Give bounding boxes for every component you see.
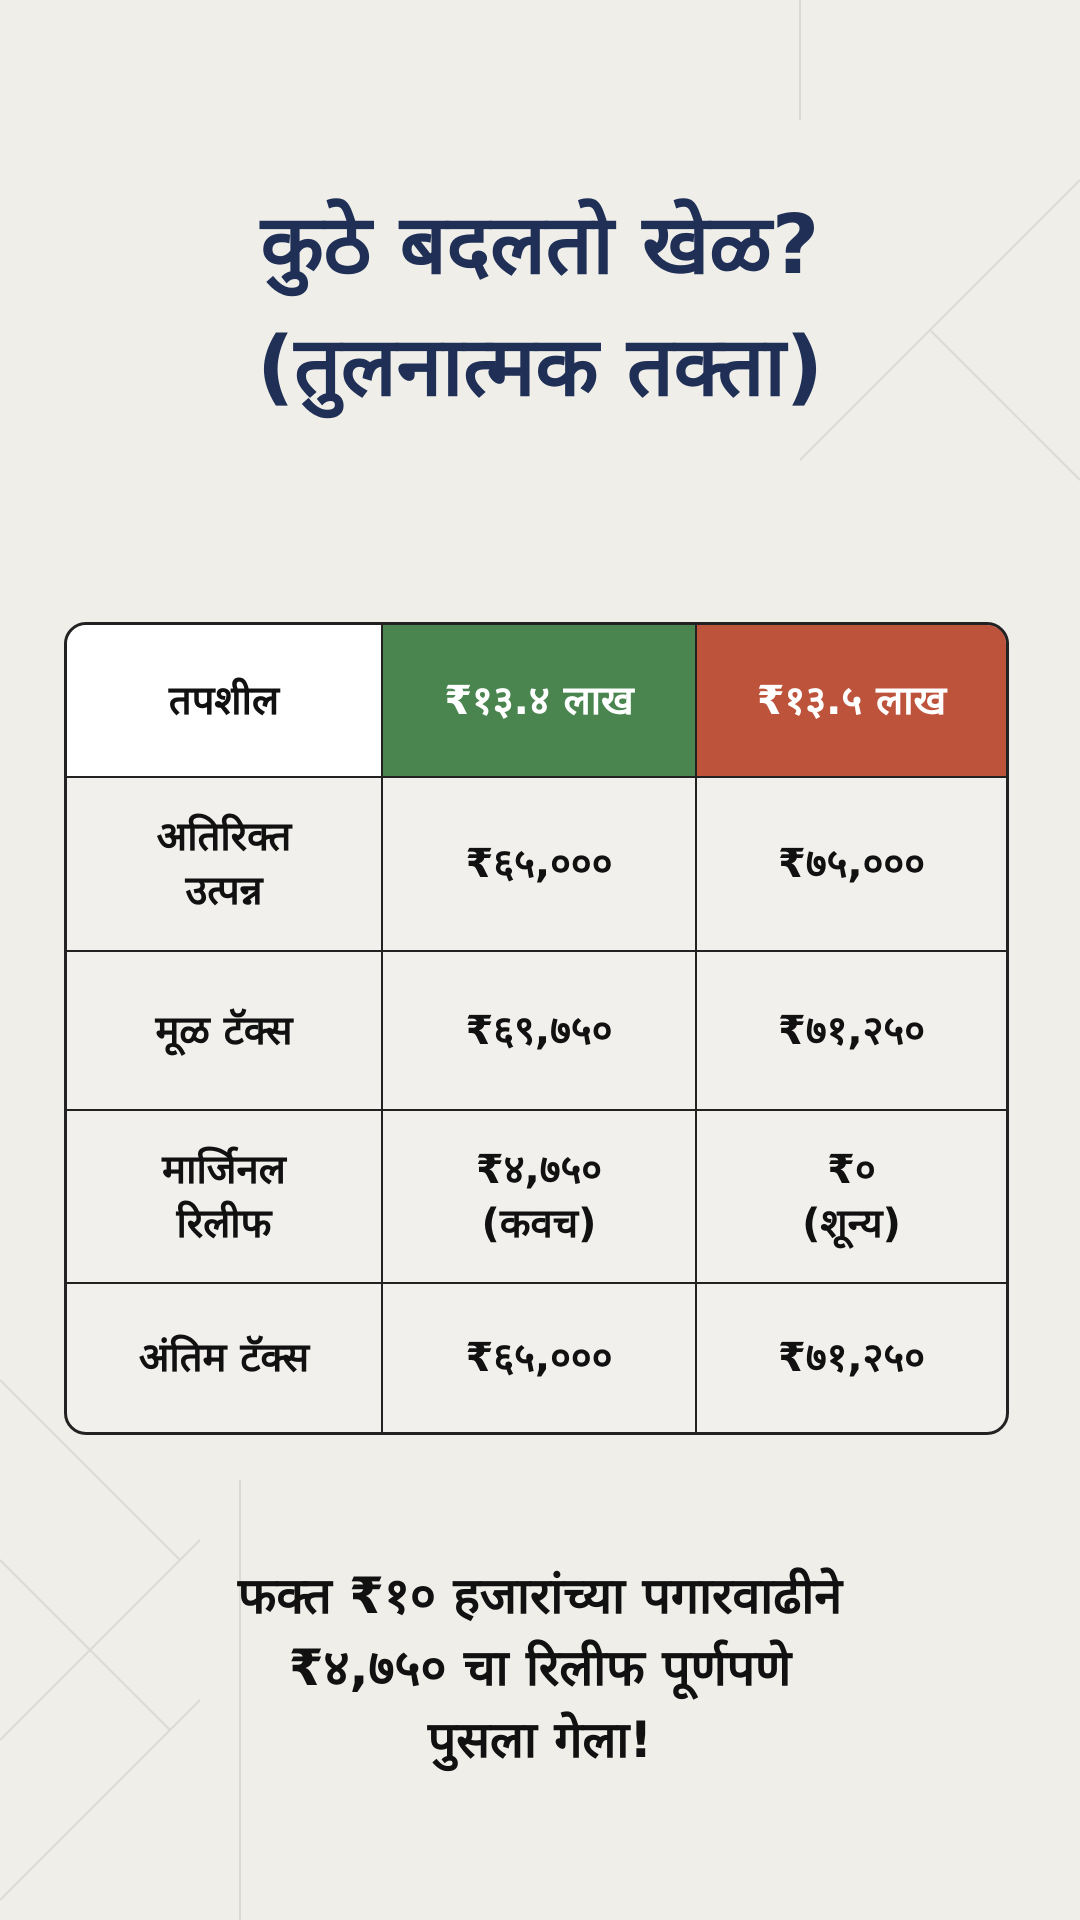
header-13-4-lakh: ₹१३.४ लाख	[383, 625, 697, 778]
value: ₹७१,२५०	[777, 1007, 926, 1054]
cell-final-tax-a: ₹६५,०००	[383, 1284, 697, 1432]
value: ₹६५,०००	[465, 1335, 613, 1381]
row-label-base-tax: मूळ टॅक्स	[67, 952, 383, 1111]
conclusion-line-2: ₹४,७५० चा रिलीफ पूर्णपणे	[288, 1639, 792, 1697]
cell-marginal-relief-a: ₹४,७५० (कवच)	[383, 1111, 697, 1284]
value: ₹४,७५०	[475, 1146, 603, 1193]
comparison-table: तपशील ₹१३.४ लाख ₹१३.५ लाख अतिरिक्त उत्पन्…	[64, 622, 1009, 1435]
label-line: मार्जिनल	[162, 1146, 286, 1193]
cell-final-tax-b: ₹७१,२५०	[697, 1284, 1006, 1432]
header-13-5-lakh: ₹१३.५ लाख	[697, 625, 1006, 778]
page-title: कुठे बदलतो खेळ? (तुलनात्मक तक्ता)	[0, 185, 1080, 429]
conclusion-text: फक्त ₹१० हजारांच्या पगारवाढीने ₹४,७५० चा…	[0, 1560, 1080, 1776]
label-line: उत्पन्न	[185, 868, 263, 914]
label-line: अतिरिक्त	[156, 814, 292, 860]
label-line: अंतिम टॅक्स	[138, 1335, 310, 1381]
cell-base-tax-a: ₹६९,७५०	[383, 952, 697, 1111]
conclusion-line-1: फक्त ₹१० हजारांच्या पगारवाढीने	[237, 1567, 843, 1625]
label-line: रिलीफ	[176, 1200, 272, 1247]
value: ₹६५,०००	[465, 841, 613, 887]
title-line-2: (तुलनात्मक तक्ता)	[256, 320, 824, 415]
cell-additional-income-b: ₹७५,०००	[697, 778, 1006, 952]
value-note: (शून्य)	[802, 1200, 901, 1247]
row-label-marginal-relief: मार्जिनल रिलीफ	[67, 1111, 383, 1284]
value: ₹७५,०००	[777, 841, 926, 887]
value: ₹७१,२५०	[777, 1335, 926, 1381]
header-details: तपशील	[67, 625, 383, 778]
row-label-final-tax: अंतिम टॅक्स	[67, 1284, 383, 1432]
label-line: मूळ टॅक्स	[155, 1007, 293, 1054]
value: ₹६९,७५०	[465, 1007, 613, 1054]
cell-additional-income-a: ₹६५,०००	[383, 778, 697, 952]
cell-marginal-relief-b: ₹० (शून्य)	[697, 1111, 1006, 1284]
value-note: (कवच)	[481, 1200, 597, 1247]
conclusion-line-3: पुसला गेला!	[427, 1711, 653, 1769]
row-label-additional-income: अतिरिक्त उत्पन्न	[67, 778, 383, 952]
cell-base-tax-b: ₹७१,२५०	[697, 952, 1006, 1111]
title-line-1: कुठे बदलतो खेळ?	[260, 198, 820, 293]
value: ₹०	[827, 1146, 876, 1193]
